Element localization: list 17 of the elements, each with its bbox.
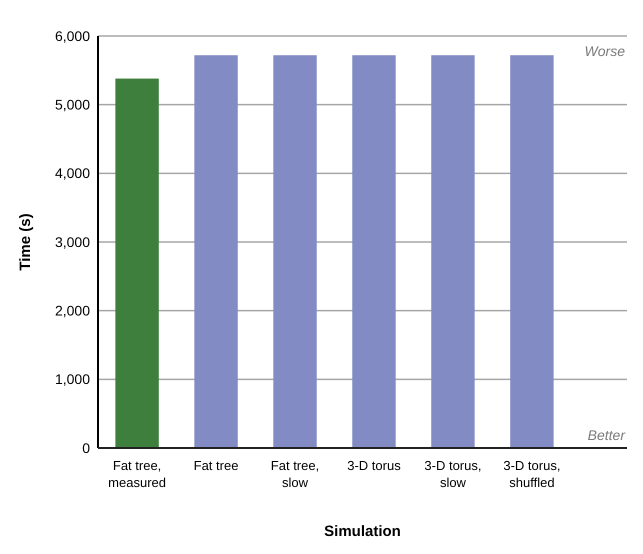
y-tick-label: 5,000 bbox=[54, 96, 90, 113]
annotation: Better bbox=[588, 427, 626, 443]
x-tick-label: Fat tree, slow bbox=[270, 458, 320, 490]
y-tick-label: 2,000 bbox=[54, 302, 90, 319]
y-tick-label: 3,000 bbox=[54, 234, 90, 250]
y-axis-title: Time (s) bbox=[17, 213, 34, 271]
y-tick-label: 6,000 bbox=[54, 28, 90, 44]
annotation: Worse bbox=[584, 43, 626, 59]
y-tick-label: 1,000 bbox=[54, 371, 90, 388]
x-tick-label: Fat tree bbox=[194, 458, 238, 473]
y-tick-label: 4,000 bbox=[54, 165, 90, 182]
x-tick-label: 3-D torus bbox=[347, 458, 402, 473]
x-tick-label: Fat tree, measured bbox=[108, 458, 166, 490]
x-tick-label: 3-D torus, shuffled bbox=[503, 458, 560, 490]
x-tick-label: 3-D torus, slow bbox=[424, 458, 482, 490]
y-tick-label: 0 bbox=[82, 440, 90, 456]
x-axis-title: Simulation bbox=[324, 523, 401, 540]
